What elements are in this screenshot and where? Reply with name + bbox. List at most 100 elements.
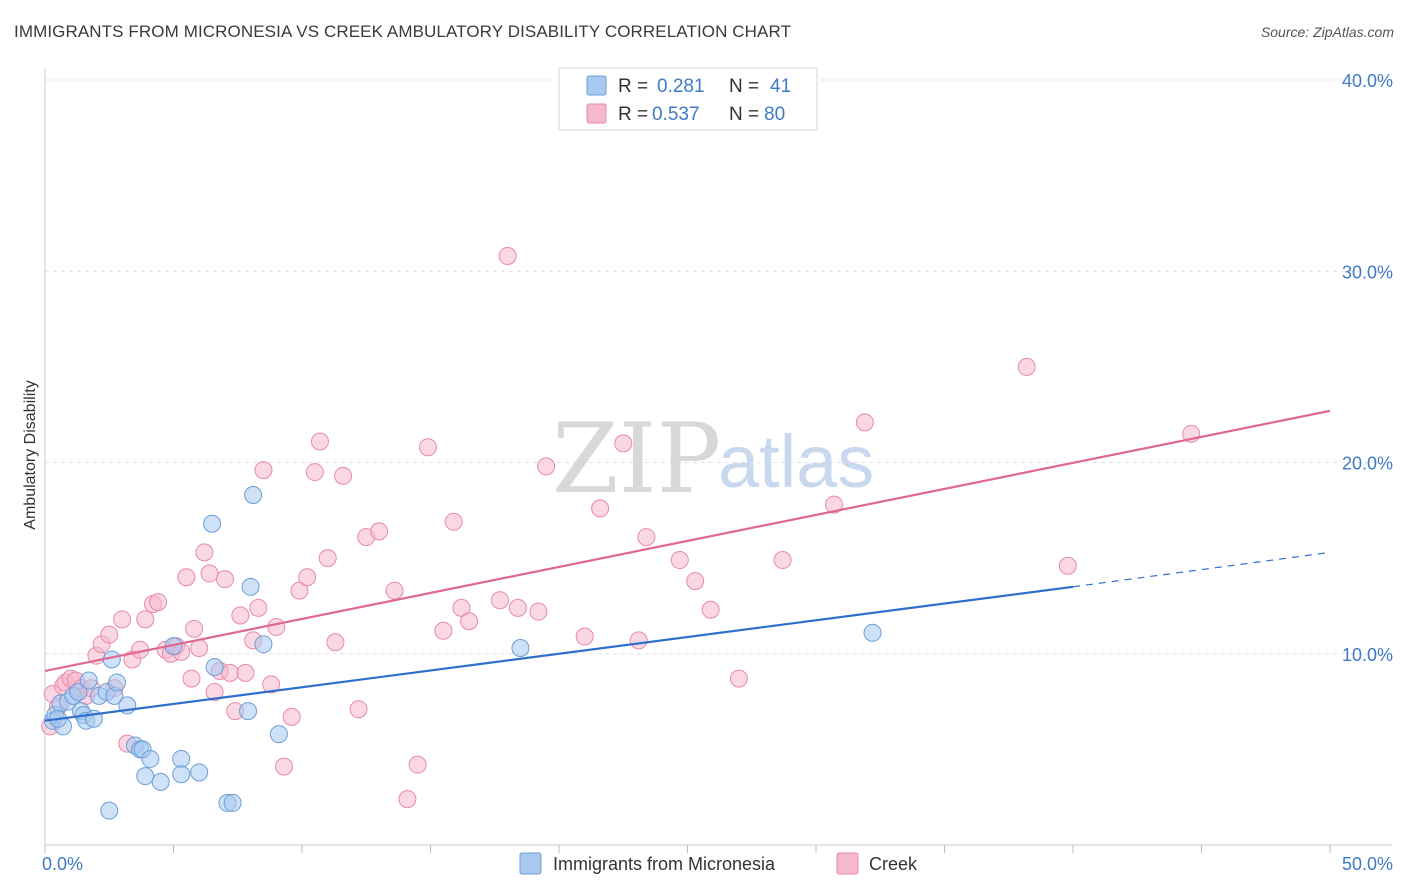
legend-n-micronesia: 41: [770, 76, 791, 97]
point-creek-68: [575, 627, 594, 646]
series-legend-label-micronesia: Immigrants from Micronesia: [553, 854, 776, 874]
legend-r-label-creek: R =: [618, 104, 648, 125]
point-micronesia-10: [79, 671, 98, 690]
point-creek-55: [385, 581, 404, 600]
legend-swatch-micronesia: [586, 75, 607, 96]
point-micronesia-23: [151, 772, 170, 791]
y-tick-label-40: 40.0%: [1342, 71, 1393, 91]
x-tick-label-min: 0.0%: [42, 854, 83, 874]
point-creek-26: [182, 669, 201, 688]
point-creek-51: [334, 466, 353, 485]
y-tick-label-20: 20.0%: [1342, 454, 1393, 474]
point-creek-54: [370, 522, 389, 541]
point-micronesia-26: [172, 765, 191, 784]
point-creek-36: [231, 606, 250, 625]
point-creek-33: [215, 570, 234, 589]
point-creek-50: [326, 633, 345, 652]
point-creek-73: [670, 551, 689, 570]
legend-r-label-micronesia: R =: [618, 76, 648, 97]
point-creek-44: [282, 707, 301, 726]
point-creek-58: [418, 438, 437, 457]
point-creek-20: [149, 593, 168, 612]
point-micronesia-33: [241, 577, 260, 596]
point-micronesia-38: [863, 623, 882, 642]
legend-swatch-creek: [586, 103, 607, 124]
point-creek-40: [254, 461, 273, 480]
point-creek-61: [452, 598, 471, 617]
point-micronesia-34: [244, 486, 263, 505]
legend-n-creek: 80: [764, 104, 785, 125]
point-creek-30: [200, 564, 219, 583]
legend-n-label-micronesia: N =: [729, 76, 759, 97]
point-creek-70: [614, 434, 633, 453]
point-micronesia-6: [69, 683, 88, 701]
point-creek-42: [267, 617, 286, 636]
y-axis-label: Ambulatory Disability: [22, 380, 39, 529]
point-creek-77: [773, 551, 792, 570]
point-creek-43: [275, 757, 294, 776]
watermark: ZIP atlas: [552, 403, 874, 515]
watermark-zip: ZIP: [552, 403, 721, 515]
point-creek-49: [318, 549, 337, 568]
point-creek-56: [398, 790, 417, 809]
grid-layer: 10.0% 20.0% 30.0% 40.0%: [45, 71, 1393, 665]
point-creek-80: [1017, 357, 1036, 376]
point-creek-41: [262, 675, 281, 694]
point-creek-81: [1058, 556, 1077, 575]
point-creek-64: [498, 246, 517, 265]
point-creek-69: [591, 499, 610, 518]
point-micronesia-32: [239, 702, 258, 721]
point-creek-75: [701, 600, 720, 619]
point-creek-62: [460, 612, 479, 631]
point-creek-18: [136, 610, 155, 629]
point-creek-72: [637, 528, 656, 547]
point-creek-74: [686, 572, 705, 591]
point-creek-27: [185, 619, 204, 638]
axes-layer: [44, 68, 1392, 853]
point-micronesia-25: [172, 749, 191, 768]
point-creek-67: [537, 457, 556, 476]
point-creek-46: [298, 568, 317, 587]
point-creek-65: [508, 598, 527, 617]
point-micronesia-35: [254, 635, 273, 654]
point-creek-34: [221, 663, 240, 682]
stats-legend: R = 0.281 N = 41 R = 0.537 N = 80: [558, 67, 818, 131]
point-creek-45: [290, 581, 309, 600]
point-creek-39: [249, 598, 268, 617]
legend-n-label-creek: N =: [729, 104, 759, 125]
point-creek-12: [100, 625, 119, 644]
point-creek-78: [824, 495, 843, 514]
series-legend: Immigrants from Micronesia Creek: [519, 852, 918, 875]
point-creek-79: [855, 413, 874, 432]
point-micronesia-16: [107, 673, 126, 692]
point-creek-29: [195, 543, 214, 562]
point-creek-48: [310, 432, 329, 451]
trendline-micronesia-extension: [1072, 551, 1331, 588]
point-micronesia-29: [205, 658, 224, 677]
point-creek-37: [236, 663, 255, 682]
chart-title: IMMIGRANTS FROM MICRONESIA VS CREEK AMBU…: [14, 22, 792, 41]
legend-r-creek: 0.537: [652, 104, 700, 125]
point-creek-57: [408, 755, 427, 774]
point-creek-60: [444, 512, 463, 531]
point-creek-63: [490, 591, 509, 610]
chart-source: Source: ZipAtlas.com: [1260, 24, 1394, 40]
y-tick-label-30: 30.0%: [1342, 262, 1393, 282]
point-creek-25: [177, 568, 196, 587]
point-micronesia-37: [511, 639, 530, 658]
point-creek-59: [434, 621, 453, 640]
series-legend-swatch-creek: [836, 852, 859, 875]
trend-layer: [44, 409, 1331, 722]
point-creek-66: [529, 602, 548, 621]
y-tick-label-10: 10.0%: [1342, 645, 1393, 665]
point-creek-52: [349, 700, 368, 719]
series-legend-label-creek: Creek: [869, 854, 918, 874]
point-micronesia-21: [136, 767, 155, 786]
watermark-atlas: atlas: [718, 420, 874, 503]
point-creek-76: [729, 669, 748, 688]
point-micronesia-28: [203, 514, 222, 533]
point-micronesia-31: [223, 793, 242, 812]
point-creek-47: [305, 463, 324, 482]
trendline-creek: [44, 409, 1331, 673]
